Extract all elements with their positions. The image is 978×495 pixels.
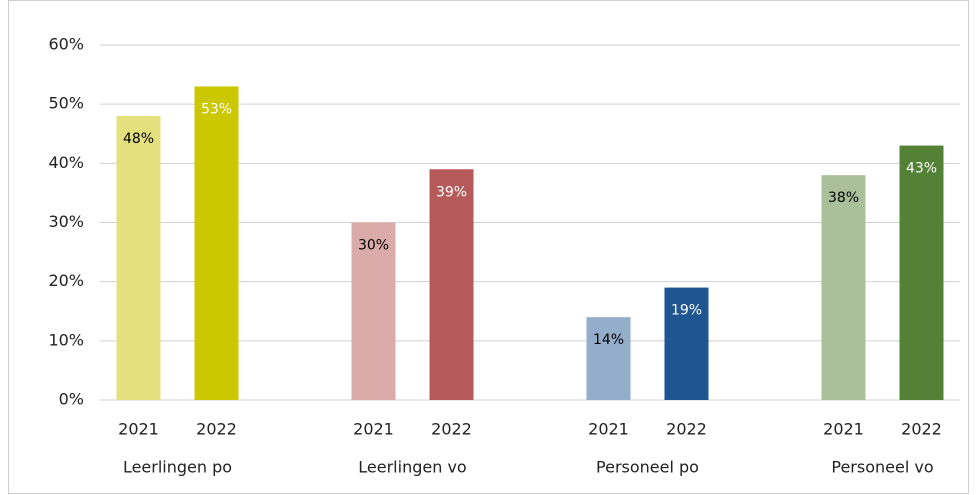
x-tick-label: 2022 <box>196 420 237 439</box>
x-tick-label: 2021 <box>588 420 629 439</box>
data-label: 30% <box>358 238 389 254</box>
data-label: 39% <box>436 184 467 200</box>
bar <box>116 116 161 400</box>
y-tick-label: 0% <box>59 390 84 409</box>
group-label: Personeel vo <box>831 458 933 477</box>
bar <box>429 169 474 400</box>
group-label: Leerlingen vo <box>358 458 466 477</box>
x-tick-label: 2022 <box>431 420 472 439</box>
group-label: Personeel po <box>596 458 699 477</box>
bar <box>194 86 239 401</box>
data-label: 43% <box>906 161 937 177</box>
x-tick-label: 2021 <box>823 420 864 439</box>
x-tick-label: 2022 <box>666 420 707 439</box>
y-tick-label: 10% <box>48 330 84 349</box>
data-label: 38% <box>828 190 859 206</box>
x-tick-label: 2022 <box>901 420 942 439</box>
data-label: 48% <box>123 131 154 147</box>
y-tick-label: 20% <box>48 271 84 290</box>
y-tick-label: 30% <box>48 212 84 231</box>
x-tick-label: 2021 <box>353 420 394 439</box>
data-label: 14% <box>593 332 624 348</box>
bar <box>664 287 709 400</box>
bar <box>351 222 396 400</box>
x-tick-label: 2021 <box>118 420 159 439</box>
bar <box>586 317 631 400</box>
y-tick-label: 40% <box>48 153 84 172</box>
bar <box>821 175 866 400</box>
bar <box>899 145 944 400</box>
y-tick-label: 50% <box>48 94 84 113</box>
chart-border <box>8 0 969 494</box>
data-label: 19% <box>671 303 702 319</box>
y-tick-label: 60% <box>48 35 84 54</box>
data-label: 53% <box>201 101 232 117</box>
group-label: Leerlingen po <box>123 458 232 477</box>
